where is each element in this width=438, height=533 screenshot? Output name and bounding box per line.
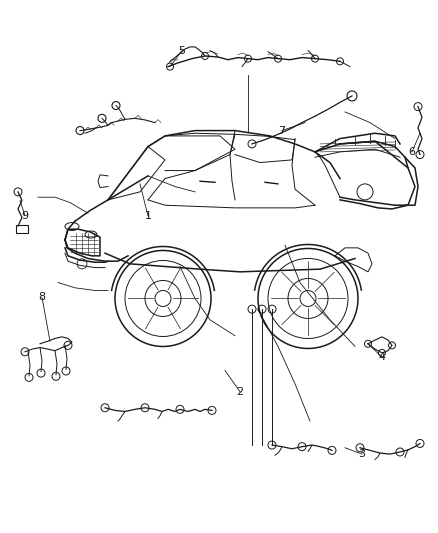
Text: 3: 3 bbox=[358, 449, 365, 459]
Text: 8: 8 bbox=[39, 293, 46, 302]
Text: 5: 5 bbox=[179, 46, 186, 55]
Text: 9: 9 bbox=[21, 211, 28, 221]
Text: 7: 7 bbox=[279, 126, 286, 135]
Text: 4: 4 bbox=[378, 352, 385, 362]
Text: 6: 6 bbox=[409, 147, 416, 157]
Text: 2: 2 bbox=[237, 387, 244, 397]
Bar bbox=[16, 225, 28, 233]
Text: 1: 1 bbox=[145, 211, 152, 221]
